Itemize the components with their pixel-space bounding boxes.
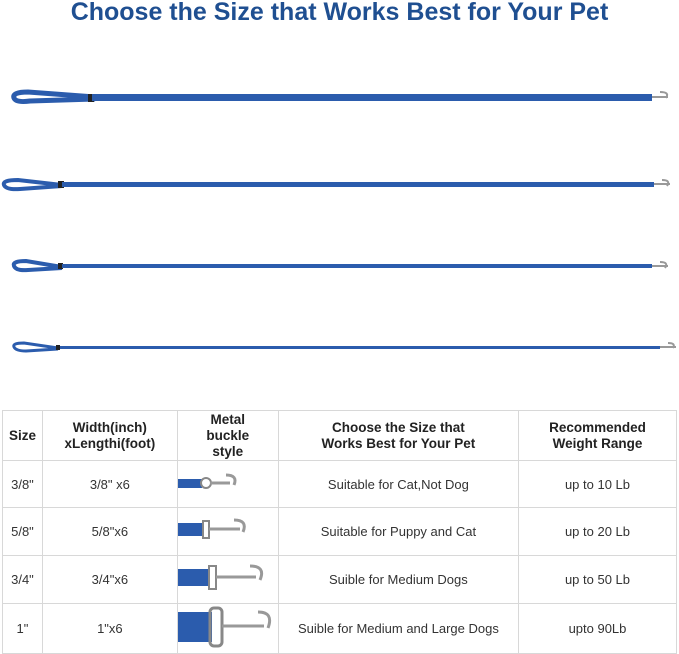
- cell-size: 3/8": [2, 460, 43, 508]
- cell-desc: Suitable for Puppy and Cat: [277, 507, 519, 556]
- header-buckle: Metal buckle style: [176, 410, 279, 461]
- header-size: Size: [2, 410, 43, 461]
- cell-dims: 1"x6: [41, 603, 178, 654]
- table-header-row: Size Width(inch) xLengthi(foot) Metal bu…: [2, 410, 678, 461]
- leash-image-3: [11, 258, 668, 273]
- header-dims: Width(inch) xLengthi(foot): [41, 410, 178, 461]
- cell-desc: Suible for Medium and Large Dogs: [277, 603, 519, 654]
- cell-dims: 3/8" x6: [41, 460, 178, 508]
- header-desc: Choose the Size that Works Best for Your…: [277, 410, 519, 461]
- cell-weight: up to 10 Lb: [517, 460, 678, 508]
- cell-desc: Suible for Medium Dogs: [277, 555, 519, 604]
- size-table: Size Width(inch) xLengthi(foot) Metal bu…: [2, 410, 678, 654]
- buckle-image: [176, 507, 279, 556]
- cell-desc: Suitable for Cat,Not Dog: [277, 460, 519, 508]
- buckle-image: [176, 603, 279, 654]
- buckle-image: [176, 460, 279, 508]
- leash-image-4: [12, 341, 676, 353]
- cell-weight: up to 50 Lb: [517, 555, 678, 604]
- table-row: 5/8" 5/8"x6 Suitable for Puppy and Cat u…: [2, 507, 678, 556]
- table-row: 3/4" 3/4"x6 Suible for Medium Dogs up to…: [2, 555, 678, 604]
- cell-size: 5/8": [2, 507, 43, 556]
- buckle-image: [176, 555, 279, 604]
- cell-size: 3/4": [2, 555, 43, 604]
- table-row: 1" 1"x6 Suible for Medium and Large Dogs…: [2, 603, 678, 654]
- cell-weight: up to 20 Lb: [517, 507, 678, 556]
- header-weight: Recommended Weight Range: [517, 410, 678, 461]
- page-title: Choose the Size that Works Best for Your…: [70, 0, 609, 26]
- leash-image-2: [1, 177, 670, 192]
- cell-size: 1": [2, 603, 43, 654]
- cell-dims: 3/4"x6: [41, 555, 178, 604]
- cell-dims: 5/8"x6: [41, 507, 178, 556]
- cell-weight: upto 90Lb: [517, 603, 678, 654]
- leash-image-1: [11, 89, 669, 105]
- table-row: 3/8" 3/8" x6 Suitable for Cat,Not Dog up…: [2, 460, 678, 508]
